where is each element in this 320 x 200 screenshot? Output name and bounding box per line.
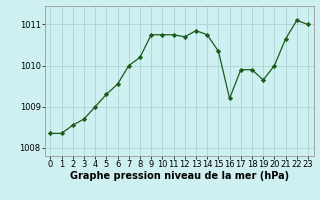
X-axis label: Graphe pression niveau de la mer (hPa): Graphe pression niveau de la mer (hPa) <box>70 171 289 181</box>
